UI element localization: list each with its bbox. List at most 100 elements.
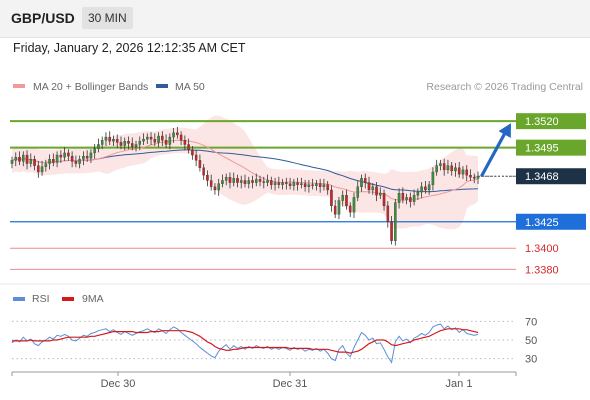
candle-body [52,159,55,163]
support-1-label: 1.3425 [525,217,559,229]
candle-body [85,155,89,159]
candle-body [371,186,375,191]
candle-body [431,171,435,185]
candle-body [439,163,442,166]
candle-body [367,182,371,191]
rsi-line [11,323,479,364]
candle-body [40,166,44,173]
candle-body [356,186,360,198]
candle-body [37,165,40,173]
candle-body [194,154,198,161]
candle-body [127,141,130,144]
bollinger-band [12,115,478,230]
candle-body [311,184,314,186]
resistance-2-label: 1.3520 [525,116,559,128]
candle-body [100,140,104,145]
candle-body [108,136,111,142]
ma20-legend-label: MA 20 + Bollinger Bands [33,81,148,93]
candle-body [221,180,224,184]
candle-body [333,205,337,215]
candle-body [394,202,397,241]
time-tick-label: Dec 30 [101,378,136,390]
candle-body [288,183,292,186]
candle-body [454,167,457,172]
candle-body [138,141,142,145]
candle-body [360,178,363,187]
candle-body [187,144,190,150]
candle-body [435,165,438,173]
candle-body [397,193,401,203]
ma50-legend-label: MA 50 [175,81,205,93]
candle-body [412,195,416,202]
candle-body [191,149,194,156]
candle-body [206,175,209,181]
symbol-label: GBP/USD [11,10,75,26]
candle-body [146,136,149,140]
candle-body [14,157,18,161]
resistance-1-label-box [516,139,586,156]
candle-body [303,183,307,187]
chart-header: GBP/USD 30 MIN [0,0,590,38]
candle-body [243,180,247,184]
support-3-label: 1.3380 [525,264,559,276]
rsi-legend-label: RSI [32,293,50,305]
candle-body [386,205,390,222]
candle-body [67,152,70,157]
candle-body [247,180,251,184]
candle-body [142,139,145,142]
candle-body [33,159,36,166]
rsi-ma-line [12,328,479,354]
candle-body [315,183,318,186]
rsi-ma-legend-swatch [62,297,74,301]
candle-body [318,183,322,187]
candle-body [375,186,378,196]
candle-body [183,140,187,145]
candle-body [55,154,59,163]
candle-body [153,139,157,143]
candle-body [21,154,25,162]
candle-body [78,159,81,164]
candle-body [168,136,172,145]
candle-body [450,165,453,172]
support-2-label: 1.3400 [525,243,559,255]
candle-body [251,180,254,183]
ma20-legend-swatch [13,84,25,88]
time-tick-label: Jan 1 [446,378,473,390]
candle-body [273,182,277,185]
candle-body [277,182,281,185]
candle-body [363,178,367,183]
time-tick-label: Dec 31 [273,378,308,390]
candle-body [48,159,51,164]
candle-body [296,182,299,185]
candle-body [345,195,348,207]
candle-body [270,180,273,185]
rsi-tick-label: 30 [525,354,537,366]
candle-body [322,184,326,187]
candle-body [254,179,258,183]
candle-body [202,167,205,176]
candle-body [172,132,175,138]
candle-body [427,184,431,191]
candle-body [326,184,329,191]
candle-body [130,143,134,147]
candle-body [266,180,269,183]
candle-body [228,177,232,183]
candle-body [390,221,393,241]
candle-body [59,154,63,158]
candle-body [330,189,333,207]
candle-body [93,148,96,154]
candle-body [352,197,356,213]
candle-body [472,177,476,179]
candle-body [29,159,33,164]
candle-body [10,160,14,164]
candle-body [97,144,100,149]
resistance-1-label: 1.3495 [525,143,559,155]
candle-body [89,152,93,159]
candle-body [119,142,123,146]
candle-body [382,193,386,207]
candle-body [262,181,266,183]
candle-body [292,182,296,186]
timeframe-button[interactable]: 30 MIN [82,7,133,29]
current-price-label-box [516,168,586,185]
